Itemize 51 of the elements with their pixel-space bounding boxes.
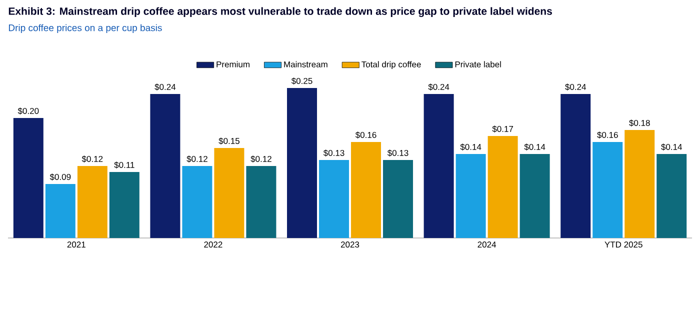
bar — [383, 160, 414, 238]
bar — [319, 160, 350, 238]
data-label: $0.18 — [629, 120, 650, 126]
bar — [77, 166, 108, 238]
bar — [592, 142, 623, 238]
data-label: $0.16 — [597, 132, 618, 138]
bar — [488, 136, 518, 238]
bar — [656, 154, 687, 238]
data-label: $0.14 — [524, 144, 546, 150]
x-tick-label: 2024 — [478, 242, 496, 248]
legend-label: Total drip coffee — [362, 61, 421, 70]
bar — [424, 94, 454, 238]
data-label: $0.13 — [387, 150, 408, 156]
bar — [351, 142, 382, 238]
bar — [109, 172, 140, 238]
bar — [214, 148, 244, 238]
chart-subtitle: Drip coffee prices on a per cup basis — [8, 24, 162, 34]
data-label: $0.24 — [428, 84, 450, 90]
bar — [182, 166, 212, 238]
data-label: $0.12 — [186, 156, 208, 162]
data-label: $0.17 — [492, 126, 514, 132]
bar — [287, 88, 318, 238]
data-label: $0.14 — [661, 144, 682, 150]
bar — [150, 94, 180, 238]
bar — [45, 184, 76, 238]
data-label: $0.13 — [323, 150, 344, 156]
bar — [13, 118, 44, 238]
bar — [520, 154, 550, 238]
bar — [456, 154, 486, 238]
bar — [624, 130, 655, 238]
x-tick-label: 2022 — [204, 242, 222, 248]
data-label: $0.25 — [291, 78, 312, 84]
bar — [246, 166, 276, 238]
data-label: $0.16 — [355, 132, 376, 138]
x-tick-label: 2021 — [67, 242, 86, 248]
data-label: $0.24 — [154, 84, 176, 90]
legend-label: Premium — [216, 61, 250, 68]
x-tick-label: YTD 2025 — [604, 242, 642, 248]
data-label: $0.15 — [218, 138, 240, 144]
chart-title: Exhibit 3: Mainstream drip coffee appears most vulnerable to trade down as price gap to private label widens — [8, 7, 552, 18]
legend-label: Private label — [455, 61, 501, 68]
legend-label: Mainstream — [284, 61, 328, 68]
data-label: $0.24 — [565, 84, 586, 90]
data-label: $0.11 — [114, 162, 134, 168]
data-label: $0.12 — [82, 156, 103, 162]
data-label: $0.14 — [460, 144, 482, 150]
data-label: $0.20 — [18, 108, 39, 114]
bar — [560, 94, 591, 238]
data-label: $0.09 — [50, 174, 71, 180]
x-tick-label: 2023 — [340, 242, 360, 248]
data-label: $0.12 — [250, 156, 272, 162]
